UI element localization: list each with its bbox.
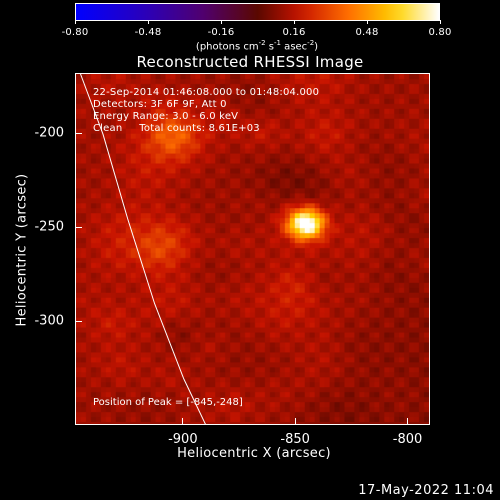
colorbar-tick-mark [147,20,149,24]
plot-area [75,73,430,425]
y-tick-mark [75,132,82,134]
colorbar-tick-label: 0.48 [355,27,379,38]
x-axis-label: Heliocentric X (arcsec) [177,446,331,461]
unit-text: asec [281,41,308,53]
colorbar-tick-label: -0.16 [207,27,235,38]
unit-exponent: -2 [307,39,315,47]
x-tick-mark [182,418,184,425]
annotation-energy-range: Energy Range: 3.0 - 6.0 keV [93,111,239,122]
colorbar [75,3,440,21]
colorbar-tick-label: -0.48 [134,27,162,38]
x-tick-label: -900 [168,432,198,447]
y-tick-mark [75,320,82,322]
colorbar-tick-mark [293,20,295,24]
heatmap-image [76,74,429,424]
colorbar-tick-mark [220,20,222,24]
colorbar-tick-label: 0.80 [428,27,452,38]
peak-position-label: Position of Peak = [-845,-248] [93,397,243,408]
x-tick-mark [294,418,296,425]
y-tick-label: -300 [34,313,64,329]
y-axis-label: Heliocentric Y (arcsec) [14,173,30,327]
unit-text: s [265,41,275,53]
colorbar-tick-mark [74,20,76,24]
annotation-detectors: Detectors: 3F 6F 9F, Att 0 [93,99,227,110]
y-tick-mark [75,226,82,228]
colorbar-unit-label: (photons cm-2 s-1 asec-2) [196,39,318,52]
x-tick-label: -800 [392,432,423,447]
chart-title: Reconstructed RHESSI Image [136,53,364,71]
unit-exponent: -1 [274,39,282,47]
solar-limb-overlay [80,74,206,424]
timestamp: 17-May-2022 11:04 [358,483,494,498]
colorbar-tick-mark [366,20,368,24]
y-tick-label: -250 [34,219,64,235]
colorbar-tick-label: 0.16 [282,27,306,38]
unit-text: ) [314,41,319,53]
x-tick-mark [407,418,409,425]
solar-limb-line [80,74,206,424]
annotation-time-range: 22-Sep-2014 01:46:08.000 to 01:48:04.000 [93,87,320,98]
colorbar-tick-label: -0.80 [61,27,89,38]
x-tick-label: -850 [280,432,310,447]
annotation-counts: Clean Total counts: 8.61E+03 [93,123,260,134]
unit-text: (photons cm [195,41,259,53]
unit-exponent: -2 [258,39,266,47]
y-tick-label: -200 [34,125,64,141]
colorbar-tick-mark [439,20,441,24]
